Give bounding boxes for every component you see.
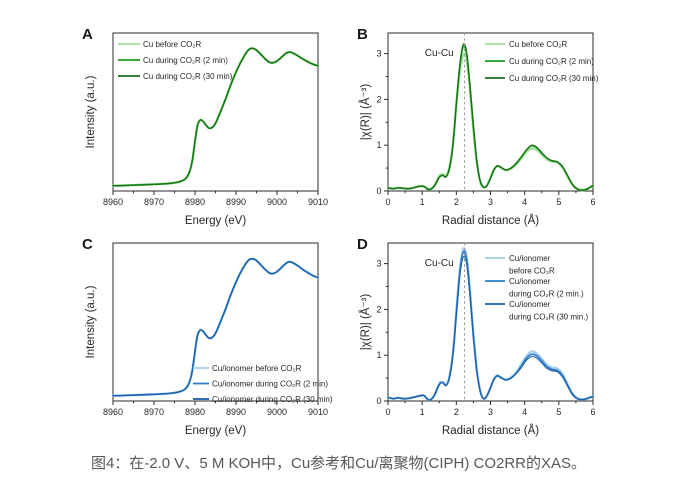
svg-text:Cu/ionomer: Cu/ionomer [509, 300, 551, 309]
svg-text:Energy (eV): Energy (eV) [185, 425, 247, 437]
panel-c-xanes-chart: 8960 8970 8980 8990 9000 9010 Energy (eV) Inten… [85, 242, 333, 437]
svg-text:Radial distance (Å): Radial distance (Å) [442, 424, 539, 437]
svg-text:9010: 9010 [308, 407, 328, 417]
svg-text:Cu/ionomer during CO₂R (30 min: Cu/ionomer during CO₂R (30 min) [212, 395, 333, 404]
svg-text:5: 5 [556, 197, 561, 207]
figure-caption: 图4：在-2.0 V、5 M KOH中，Cu参考和Cu/离聚物(CIPH) CO… [90, 455, 587, 472]
svg-text:Cu/ionomer: Cu/ionomer [509, 277, 551, 286]
svg-text:9000: 9000 [267, 197, 287, 207]
svg-text:8990: 8990 [226, 407, 246, 417]
svg-text:1: 1 [420, 407, 425, 417]
svg-text:Cu/ionomer: Cu/ionomer [509, 254, 551, 263]
svg-text:9000: 9000 [267, 407, 287, 417]
svg-text:3: 3 [488, 197, 493, 207]
svg-text:Cu during CO₂R (30 min): Cu during CO₂R (30 min) [509, 74, 599, 83]
svg-text:|χ(R)| (Å⁻³): |χ(R)| (Å⁻³) [359, 294, 372, 351]
svg-text:Cu/ionomer during CO₂R (2 min): Cu/ionomer during CO₂R (2 min) [212, 379, 328, 388]
svg-text:6: 6 [590, 197, 595, 207]
svg-text:2: 2 [376, 94, 381, 104]
svg-text:Cu/ionomer before CO₂R: Cu/ionomer before CO₂R [212, 364, 302, 373]
svg-text:3: 3 [376, 259, 381, 269]
svg-text:0: 0 [376, 186, 381, 196]
svg-text:Cu during CO₂R (30 min): Cu during CO₂R (30 min) [143, 72, 233, 81]
svg-text:8980: 8980 [185, 197, 205, 207]
svg-text:Intensity (a.u.): Intensity (a.u.) [85, 285, 97, 358]
svg-text:Energy (eV): Energy (eV) [185, 215, 247, 227]
panel-b-exafs-chart: 0 1 2 3 4 5 6 0 1 2 3 Radial distance (Å) |χ(R)| (Å⁻… [359, 32, 599, 227]
svg-text:2: 2 [376, 304, 381, 314]
panel-d-label: D [357, 236, 368, 253]
svg-text:during CO₂R (2 min.): during CO₂R (2 min.) [509, 289, 584, 298]
svg-text:Cu during CO₂R (2 min): Cu during CO₂R (2 min) [509, 57, 594, 66]
svg-text:8990: 8990 [226, 197, 246, 207]
panel-a-xanes-chart: 8960 8970 8980 8990 9000 9010 Energy (eV) Inten… [85, 32, 328, 227]
svg-text:0: 0 [385, 407, 390, 417]
svg-text:0: 0 [385, 197, 390, 207]
panel-a-label: A [82, 26, 93, 43]
svg-text:Cu before CO₂R: Cu before CO₂R [143, 40, 201, 49]
panel-b-label: B [357, 26, 368, 43]
svg-text:8970: 8970 [144, 407, 164, 417]
svg-text:2: 2 [454, 407, 459, 417]
cu-cu-annotation: Cu-Cu [425, 258, 454, 269]
svg-text:4: 4 [522, 197, 527, 207]
svg-text:5: 5 [556, 407, 561, 417]
svg-text:before CO₂R: before CO₂R [509, 266, 555, 275]
panel-c-label: C [82, 236, 93, 253]
svg-text:|χ(R)| (Å⁻³): |χ(R)| (Å⁻³) [359, 84, 372, 141]
svg-text:0: 0 [376, 396, 381, 406]
cu-cu-annotation: Cu-Cu [425, 48, 454, 59]
svg-text:Radial distance (Å): Radial distance (Å) [442, 214, 539, 227]
svg-text:Cu before CO₂R: Cu before CO₂R [509, 40, 567, 49]
svg-text:1: 1 [420, 197, 425, 207]
svg-text:1: 1 [376, 140, 381, 150]
svg-text:8970: 8970 [144, 197, 164, 207]
svg-text:9010: 9010 [308, 197, 328, 207]
svg-text:3: 3 [488, 407, 493, 417]
panel-d-exafs-chart: 0 1 2 3 4 5 6 0 1 2 3 Radial distance (Å) |χ(R)| (Å⁻… [359, 242, 596, 437]
svg-text:2: 2 [454, 197, 459, 207]
svg-text:6: 6 [590, 407, 595, 417]
svg-text:during CO₂R (30 min.): during CO₂R (30 min.) [509, 312, 588, 321]
svg-text:8980: 8980 [185, 407, 205, 417]
svg-text:Intensity (a.u.): Intensity (a.u.) [85, 75, 97, 148]
svg-text:3: 3 [376, 49, 381, 59]
svg-text:1: 1 [376, 350, 381, 360]
svg-text:4: 4 [522, 407, 527, 417]
svg-text:8960: 8960 [103, 197, 123, 207]
svg-text:8960: 8960 [103, 407, 123, 417]
svg-text:Cu during CO₂R (2 min): Cu during CO₂R (2 min) [143, 56, 228, 65]
